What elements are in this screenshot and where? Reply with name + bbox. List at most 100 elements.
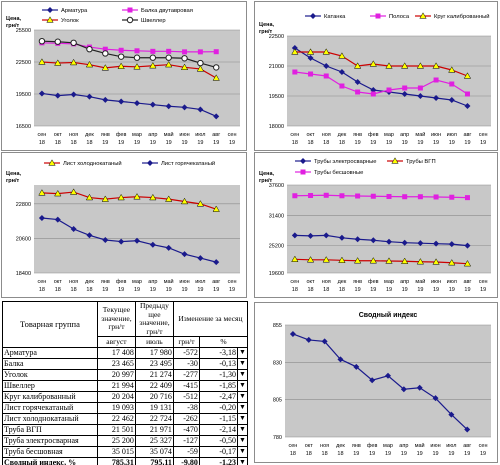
data-point: [433, 95, 440, 101]
data-point: [416, 258, 425, 265]
cell-previous: 19 131: [134, 402, 174, 414]
cell-name: Арматура: [2, 347, 98, 359]
data-point: [181, 55, 188, 62]
x-tick-label: сен 19: [228, 132, 237, 146]
legend-entry: Катанка: [305, 13, 346, 20]
x-tick-label: фев 19: [368, 132, 379, 146]
data-point: [118, 98, 125, 105]
x-tick-label: окт 18: [54, 132, 63, 146]
x-tick-label: окт 18: [307, 132, 316, 146]
data-point: [338, 69, 345, 75]
y-tick-label: 25200: [269, 244, 284, 250]
cell-previous: 22 409: [134, 380, 174, 392]
cell-previous: 25 327: [134, 435, 174, 447]
plot-area: [285, 325, 491, 437]
x-tick-label: мар 19: [132, 279, 142, 293]
data-point: [385, 257, 393, 264]
data-point: [353, 257, 362, 264]
y-tick-label: 19500: [269, 94, 284, 100]
data-point: [196, 200, 205, 207]
data-point: [54, 92, 61, 99]
cell-abs: -38: [172, 402, 200, 414]
chart-panel-summary-index: 780 805 830 855 сен 18 окт 18 ноя 18 дек 18 янв 19 фев…: [254, 302, 498, 463]
series-line: [294, 194, 468, 199]
data-point: [149, 241, 156, 248]
chart-sheets: 18400 20600 22800 сен 18 окт 18 ноя 18 дек 18 янв 19…: [6, 159, 240, 293]
legend-marker: [47, 7, 53, 13]
x-tick-label: фев 19: [367, 443, 378, 457]
x-tick-label: сен 19: [479, 132, 488, 146]
legend-label: Круг калиброванный: [434, 13, 489, 20]
cell-current: 785,31: [96, 457, 136, 465]
cell-pct: -0,13: [198, 358, 239, 370]
data-point: [165, 60, 173, 68]
table-row: Лист горячекатаный 19 093 19 131 -38 -0,20 ▼: [2, 402, 248, 414]
cell-pct: -3,18: [198, 347, 239, 359]
x-tick-label: авг 19: [463, 443, 471, 457]
series-1: [291, 232, 471, 249]
data-point: [197, 106, 204, 113]
legend-marker: [391, 157, 399, 164]
y-tick-label: 31400: [269, 213, 284, 219]
data-point: [386, 193, 392, 199]
series-2: [291, 255, 472, 267]
data-point: [86, 46, 93, 53]
cell-current: 35 015: [96, 446, 136, 458]
y-tick-label: 21000: [269, 64, 284, 70]
data-point: [86, 93, 93, 100]
data-point: [102, 237, 109, 243]
data-point: [307, 55, 314, 61]
table-row: Лист холоднокатаный 22 462 22 724 -262 -1,15…: [2, 413, 248, 425]
data-point: [182, 49, 188, 55]
x-tick-label: авг 19: [212, 279, 220, 293]
data-point: [180, 63, 189, 70]
data-point: [417, 85, 423, 91]
cell-pct: -1,23: [198, 457, 239, 465]
data-point: [70, 226, 77, 232]
cell-abs: -415: [172, 380, 200, 392]
cell-arrow: ▼: [237, 446, 248, 458]
data-point: [338, 234, 345, 241]
data-point: [54, 216, 61, 223]
legend-label: Швеллер: [141, 18, 166, 24]
series-line: [41, 61, 217, 79]
data-point: [118, 47, 124, 53]
data-point: [180, 197, 189, 205]
data-point: [355, 193, 361, 199]
x-tick-label: сен 18: [37, 132, 46, 146]
data-point: [134, 48, 140, 54]
table-total-row: Сводный индекс, % 785,31 795,11 -9,80 -1,23 ▼: [2, 457, 248, 465]
data-point: [54, 38, 61, 45]
x-tick-label: мар 19: [384, 279, 394, 293]
data-point: [464, 426, 471, 433]
legend-label: Полоса: [389, 14, 410, 20]
cell-abs: -512: [172, 391, 200, 403]
x-tick-label: авг 19: [212, 132, 220, 146]
cell-arrow: ▼: [237, 369, 248, 381]
data-point: [196, 65, 205, 72]
series-line: [294, 71, 468, 95]
cell-pct: -1,15: [198, 413, 239, 425]
cell-abs: -277: [172, 369, 200, 381]
data-point: [70, 91, 77, 98]
data-point: [448, 66, 456, 73]
series-2: [292, 69, 470, 97]
x-tick-label: окт 18: [54, 279, 63, 293]
data-point: [432, 62, 440, 69]
data-point: [448, 259, 456, 266]
x-tick-label: май 19: [415, 278, 425, 293]
col-header-change: Изменение за месяц: [172, 301, 249, 337]
x-tick-label: ноя 18: [322, 279, 331, 293]
series-line: [294, 258, 468, 265]
cell-abs: -30: [172, 358, 200, 370]
data-point: [369, 377, 376, 384]
x-tick-label: сен 19: [479, 279, 488, 293]
y-tick-label: 19500: [16, 92, 31, 98]
x-tick-label: окт 18: [305, 443, 314, 457]
data-point: [338, 256, 346, 263]
y-tick-label: 16500: [16, 124, 31, 130]
cell-current: 17 408: [96, 347, 136, 359]
cell-abs: -127: [172, 435, 200, 447]
legend-entry: Швеллер: [122, 16, 166, 24]
cell-previous: 17 980: [134, 347, 174, 359]
